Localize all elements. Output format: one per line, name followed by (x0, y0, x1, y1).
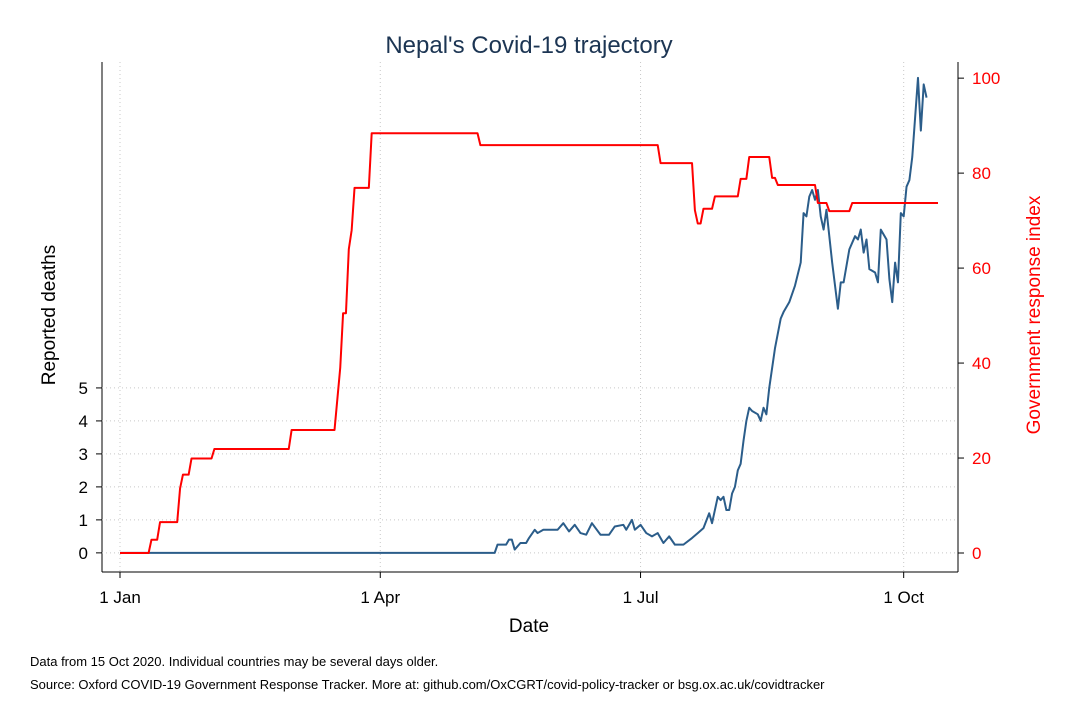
chart-title: Nepal's Covid-19 trajectory (385, 32, 672, 59)
y2-tick-label: 20 (972, 449, 991, 468)
y-tick-label: 2 (79, 478, 88, 497)
x-tick-label: 1 Jan (99, 588, 141, 607)
y2-tick-label: 80 (972, 164, 991, 183)
footnote: Source: Oxford COVID-19 Government Respo… (30, 677, 825, 692)
y-tick-label: 5 (79, 379, 88, 398)
x-tick-label: 1 Oct (883, 588, 924, 607)
y2-tick-label: 60 (972, 259, 991, 278)
y-tick-label: 1 (79, 511, 88, 530)
y-axis-label: Reported deaths (39, 245, 60, 386)
x-tick-label: 1 Jul (623, 588, 659, 607)
y2-tick-label: 0 (972, 544, 981, 563)
data-line (120, 132, 938, 555)
y2-tick-label: 100 (972, 69, 1000, 88)
y2-tick-label: 40 (972, 354, 991, 373)
y-tick-label: 0 (79, 544, 88, 563)
y2-axis-label: Government response index (1024, 195, 1045, 434)
y-tick-label: 3 (79, 445, 88, 464)
y-tick-label: 4 (79, 412, 88, 431)
data-line (120, 76, 928, 554)
x-tick-label: 1 Apr (360, 588, 400, 607)
x-axis-label: Date (509, 616, 549, 637)
footnote: Data from 15 Oct 2020. Individual countr… (30, 654, 438, 669)
